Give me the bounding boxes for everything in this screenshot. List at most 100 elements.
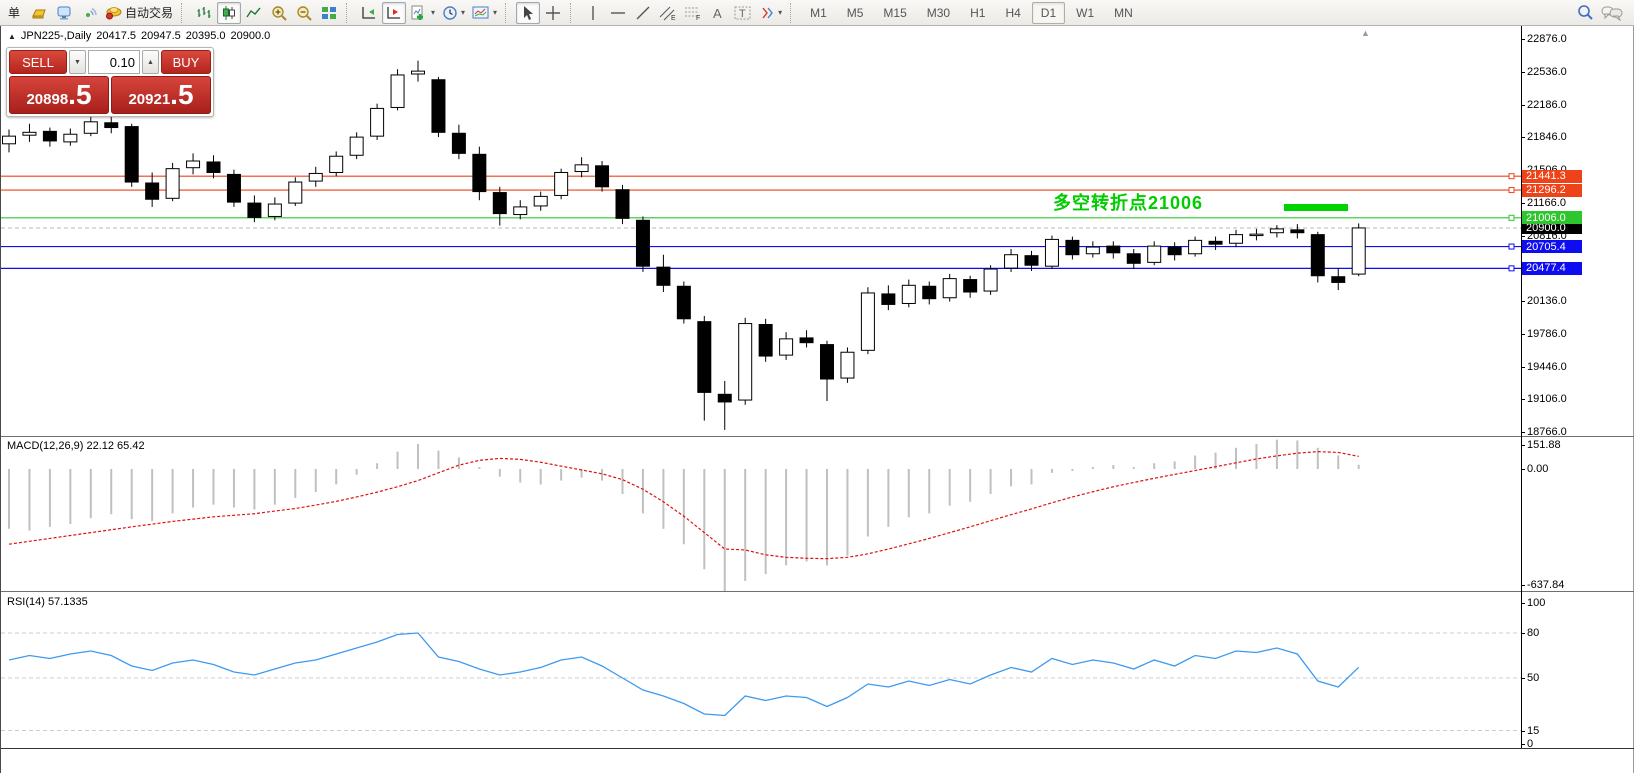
volume-input[interactable]: 0.10 — [88, 50, 140, 74]
zoom-in-button[interactable] — [267, 2, 291, 24]
candle-body — [247, 202, 262, 218]
chart-shift-button[interactable] — [357, 2, 381, 24]
vertical-line-button[interactable] — [581, 2, 605, 24]
sell-price-button[interactable]: 20898 .5 — [9, 76, 109, 114]
timeframe-h4[interactable]: H4 — [1005, 5, 1021, 20]
candle-body — [1126, 253, 1141, 264]
arrows-button[interactable]: ▾ — [756, 2, 785, 24]
level-price-tag-21006.0[interactable]: 21006.0 — [1522, 211, 1582, 225]
candle-body — [22, 131, 37, 136]
text-label-button[interactable]: T — [731, 2, 755, 24]
timeframe-m1[interactable]: M1 — [810, 5, 827, 20]
timeframe-m5[interactable]: M5 — [846, 5, 864, 20]
candle-body — [226, 173, 241, 203]
volume-value: 0.10 — [109, 54, 135, 70]
fibonacci-button[interactable]: F — [681, 2, 705, 24]
sell-button-label: SELL — [22, 54, 54, 70]
text-button[interactable]: A — [706, 2, 730, 24]
buy-button[interactable]: BUY — [161, 50, 211, 74]
market-data-button[interactable] — [52, 2, 76, 24]
pivot-annotation-text[interactable]: 多空转折点21006 — [1053, 193, 1204, 213]
zoom-out-button[interactable] — [292, 2, 316, 24]
candle-body — [901, 284, 916, 304]
level-price-tag-21296.2[interactable]: 21296.2 — [1522, 183, 1582, 197]
axis-tick-mark — [1521, 104, 1525, 106]
buy-button-label: BUY — [172, 54, 200, 70]
candle-body — [1249, 233, 1264, 237]
macd-pane-canvas[interactable] — [1, 437, 1521, 591]
gold-button[interactable] — [27, 2, 51, 24]
timeframe-m15[interactable]: M15 — [883, 5, 907, 20]
axis-tick-mark — [1521, 334, 1525, 336]
price-axis-tick: 18766.0 — [1527, 425, 1567, 438]
rsi-pane-canvas[interactable] — [1, 592, 1521, 748]
sell-price-dec: .5 — [68, 79, 92, 110]
timeframe-m30[interactable]: M30 — [926, 5, 951, 20]
highlight-rectangle[interactable] — [1284, 203, 1348, 212]
level-price-tag-20705.4[interactable]: 20705.4 — [1522, 240, 1582, 254]
macd-pane-separator[interactable] — [1, 436, 1634, 437]
line-chart-button[interactable] — [242, 2, 266, 24]
candle-body — [635, 219, 650, 267]
templates-button[interactable]: ▾ — [469, 2, 500, 24]
templates-caret[interactable]: ▾ — [493, 8, 498, 17]
clock-icon — [442, 5, 458, 21]
volume-decrease-button[interactable]: ▼ — [69, 50, 86, 74]
level-price-tag-21441.3[interactable]: 21441.3 — [1522, 169, 1582, 183]
horizontal-line-button[interactable] — [606, 2, 630, 24]
candle-body — [533, 195, 548, 207]
new-order-button[interactable]: 单 — [2, 2, 26, 24]
level-line-handle[interactable] — [1508, 265, 1515, 272]
equidistant-channel-button[interactable]: E — [656, 2, 680, 24]
monitor-icon — [56, 5, 73, 21]
level-price-tag-20477.4[interactable]: 20477.4 — [1522, 261, 1582, 275]
crosshair-button[interactable] — [541, 2, 565, 24]
auto-trading-button[interactable]: 自动交易 — [102, 2, 176, 24]
price-chart-canvas[interactable] — [1, 26, 1521, 436]
candlestick-chart-button[interactable] — [217, 1, 242, 24]
bar-chart-button[interactable] — [192, 2, 216, 24]
level-line-handle[interactable] — [1508, 173, 1515, 180]
chart-scroll-marker-icon[interactable]: ▲ — [1361, 28, 1370, 38]
price-axis-tick: 19446.0 — [1527, 360, 1567, 373]
candle-body — [799, 337, 814, 344]
candle-body — [983, 268, 998, 292]
axis-tick-mark — [1521, 202, 1525, 204]
chat-button[interactable] — [1598, 2, 1626, 24]
price-axis-tick: 20136.0 — [1527, 294, 1567, 307]
level-line-handle[interactable] — [1508, 243, 1515, 250]
crosshair-icon — [545, 5, 561, 21]
timeframe-mn[interactable]: MN — [1114, 5, 1133, 20]
arrows-caret[interactable]: ▾ — [778, 8, 783, 17]
signal-button[interactable] — [77, 2, 101, 24]
add-indicator-caret[interactable]: ▾ — [431, 8, 436, 17]
auto-scroll-button[interactable] — [382, 1, 407, 24]
ohlc-open: 20417.5 — [96, 30, 136, 42]
collapse-panel-icon[interactable]: ▲ — [8, 31, 16, 41]
sell-button[interactable]: SELL — [9, 50, 67, 74]
volume-increase-button[interactable]: ▲ — [142, 50, 159, 74]
timeframe-h1[interactable]: H1 — [970, 5, 986, 20]
search-button[interactable] — [1573, 2, 1597, 24]
trendline-button[interactable] — [631, 2, 655, 24]
candle-body — [329, 155, 344, 173]
candle-body — [492, 192, 507, 215]
trendline-icon — [635, 5, 651, 21]
candle-body — [472, 153, 487, 193]
rsi-pane-separator[interactable] — [1, 591, 1634, 592]
candle-body — [779, 338, 794, 356]
auto-trading-label: 自动交易 — [125, 6, 174, 20]
bar-chart-icon — [196, 5, 212, 21]
current-price-tag[interactable]: 20900.0 — [1522, 221, 1582, 235]
tile-windows-button[interactable] — [317, 2, 341, 24]
add-indicator-button[interactable]: ▾ — [407, 2, 438, 24]
candle-body — [267, 203, 282, 217]
level-line-handle[interactable] — [1508, 214, 1515, 221]
level-line-handle[interactable] — [1508, 187, 1515, 194]
timeframe-d1[interactable]: D1 — [1031, 1, 1066, 24]
timeframe-w1[interactable]: W1 — [1076, 5, 1095, 20]
periods-button[interactable]: ▾ — [439, 2, 468, 24]
cursor-button[interactable] — [516, 1, 541, 24]
buy-price-button[interactable]: 20921 .5 — [111, 76, 211, 114]
periods-caret[interactable]: ▾ — [461, 8, 466, 17]
